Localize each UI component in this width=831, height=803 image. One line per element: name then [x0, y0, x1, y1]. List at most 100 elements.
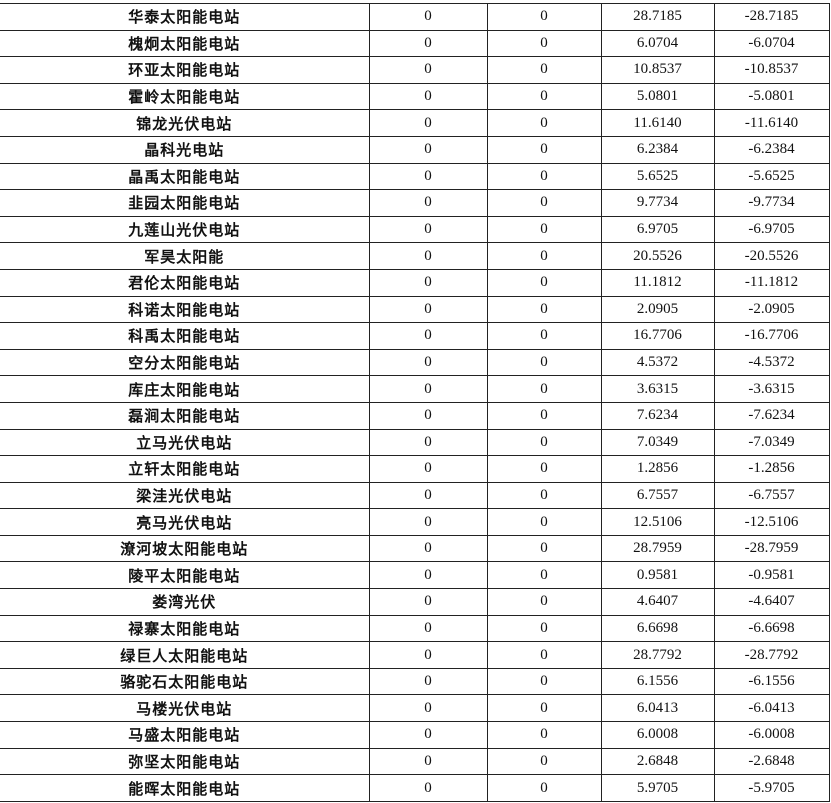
table-row: 骆驼石太阳能电站 0 0 6.1556 -6.1556: [0, 667, 830, 696]
table-row: 亮马光伏电站 0 0 12.5106 -12.5106: [0, 508, 830, 536]
value-cell-1: 0: [368, 242, 488, 270]
station-name-cell: 军昊太阳能: [0, 242, 370, 270]
value-cell-1: 0: [368, 747, 488, 776]
value-cell-3: 1.2856: [600, 455, 715, 483]
table-row: 马楼光伏电站 0 0 6.0413 -6.0413: [0, 694, 830, 723]
table-row: 韭园太阳能电站 0 0 9.7734 -9.7734: [0, 189, 830, 217]
value-cell-2: 0: [486, 162, 602, 191]
value-cell-3: 10.8537: [600, 56, 715, 84]
value-cell-1: 0: [368, 268, 488, 297]
station-name-cell: 马楼光伏电站: [0, 694, 370, 723]
value-cell-4: -3.6315: [713, 375, 830, 403]
value-cell-4: -16.7706: [713, 322, 830, 350]
value-cell-2: 0: [486, 322, 602, 350]
value-cell-2: 0: [486, 667, 602, 696]
value-cell-4: -10.8537: [713, 56, 830, 84]
station-name-cell: 锦龙光伏电站: [0, 109, 370, 137]
station-name-cell: 潦河坡太阳能电站: [0, 534, 370, 563]
value-cell-3: 6.0008: [600, 721, 715, 749]
value-cell-3: 4.5372: [600, 348, 715, 377]
value-cell-1: 0: [368, 534, 488, 563]
table-row: 霍岭太阳能电站 0 0 5.0801 -5.0801: [0, 82, 830, 111]
station-name-cell: 韭园太阳能电站: [0, 189, 370, 217]
value-cell-2: 0: [486, 82, 602, 111]
station-name-cell: 槐炯太阳能电站: [0, 29, 370, 58]
station-name-cell: 霍岭太阳能电站: [0, 82, 370, 111]
value-cell-3: 28.7185: [600, 3, 715, 31]
table-row: 环亚太阳能电站 0 0 10.8537 -10.8537: [0, 56, 830, 84]
value-cell-1: 0: [368, 162, 488, 191]
value-cell-1: 0: [368, 588, 488, 616]
value-cell-2: 0: [486, 508, 602, 536]
value-cell-2: 0: [486, 455, 602, 483]
value-cell-2: 0: [486, 268, 602, 297]
value-cell-2: 0: [486, 747, 602, 776]
value-cell-3: 2.0905: [600, 295, 715, 324]
value-cell-1: 0: [368, 428, 488, 457]
value-cell-4: -28.7185: [713, 3, 830, 31]
table-row: 磊涧太阳能电站 0 0 7.6234 -7.6234: [0, 401, 830, 430]
station-name-cell: 华泰太阳能电站: [0, 3, 370, 31]
table-row: 马盛太阳能电站 0 0 6.0008 -6.0008: [0, 721, 830, 749]
value-cell-3: 3.6315: [600, 375, 715, 403]
value-cell-4: -6.9705: [713, 215, 830, 244]
value-cell-1: 0: [368, 109, 488, 137]
station-name-cell: 马盛太阳能电站: [0, 721, 370, 749]
table-row: 能晖太阳能电站 0 0 5.9705 -5.9705: [0, 774, 830, 802]
value-cell-2: 0: [486, 614, 602, 643]
station-name-cell: 晶科光电站: [0, 135, 370, 164]
station-name-cell: 梁洼光伏电站: [0, 481, 370, 510]
table-row: 锦龙光伏电站 0 0 11.6140 -11.6140: [0, 109, 830, 137]
value-cell-1: 0: [368, 135, 488, 164]
value-cell-2: 0: [486, 694, 602, 723]
value-cell-4: -20.5526: [713, 242, 830, 270]
value-cell-4: -6.0704: [713, 29, 830, 58]
value-cell-4: -0.9581: [713, 561, 830, 590]
station-name-cell: 禄寨太阳能电站: [0, 614, 370, 643]
value-cell-3: 16.7706: [600, 322, 715, 350]
value-cell-3: 6.9705: [600, 215, 715, 244]
value-cell-4: -4.5372: [713, 348, 830, 377]
value-cell-2: 0: [486, 56, 602, 84]
table-row: 绿巨人太阳能电站 0 0 28.7792 -28.7792: [0, 641, 830, 669]
table-row: 弥坚太阳能电站 0 0 2.6848 -2.6848: [0, 747, 830, 776]
value-cell-3: 5.9705: [600, 774, 715, 802]
table-row: 立轩太阳能电站 0 0 1.2856 -1.2856: [0, 455, 830, 483]
value-cell-2: 0: [486, 348, 602, 377]
table-row: 梁洼光伏电站 0 0 6.7557 -6.7557: [0, 481, 830, 510]
table-row: 科禹太阳能电站 0 0 16.7706 -16.7706: [0, 322, 830, 350]
station-name-cell: 绿巨人太阳能电站: [0, 641, 370, 669]
value-cell-1: 0: [368, 641, 488, 669]
value-cell-1: 0: [368, 401, 488, 430]
value-cell-4: -2.0905: [713, 295, 830, 324]
value-cell-3: 2.6848: [600, 747, 715, 776]
value-cell-2: 0: [486, 774, 602, 802]
table-row: 陵平太阳能电站 0 0 0.9581 -0.9581: [0, 561, 830, 590]
value-cell-3: 5.0801: [600, 82, 715, 111]
table-row: 科诺太阳能电站 0 0 2.0905 -2.0905: [0, 295, 830, 324]
value-cell-4: -11.1812: [713, 268, 830, 297]
value-cell-2: 0: [486, 135, 602, 164]
value-cell-1: 0: [368, 614, 488, 643]
table-row: 华泰太阳能电站 0 0 28.7185 -28.7185: [0, 3, 830, 31]
value-cell-4: -5.0801: [713, 82, 830, 111]
value-cell-1: 0: [368, 322, 488, 350]
station-name-cell: 陵平太阳能电站: [0, 561, 370, 590]
value-cell-4: -9.7734: [713, 189, 830, 217]
value-cell-4: -28.7959: [713, 534, 830, 563]
table-row: 娄湾光伏 0 0 4.6407 -4.6407: [0, 588, 830, 616]
value-cell-3: 4.6407: [600, 588, 715, 616]
value-cell-3: 6.7557: [600, 481, 715, 510]
value-cell-3: 28.7959: [600, 534, 715, 563]
value-cell-1: 0: [368, 375, 488, 403]
table-row: 立马光伏电站 0 0 7.0349 -7.0349: [0, 428, 830, 457]
station-name-cell: 立轩太阳能电站: [0, 455, 370, 483]
station-name-cell: 骆驼石太阳能电站: [0, 667, 370, 696]
value-cell-1: 0: [368, 56, 488, 84]
station-name-cell: 弥坚太阳能电站: [0, 747, 370, 776]
value-cell-3: 20.5526: [600, 242, 715, 270]
value-cell-3: 11.6140: [600, 109, 715, 137]
value-cell-2: 0: [486, 375, 602, 403]
value-cell-1: 0: [368, 29, 488, 58]
table-row: 晶科光电站 0 0 6.2384 -6.2384: [0, 135, 830, 164]
